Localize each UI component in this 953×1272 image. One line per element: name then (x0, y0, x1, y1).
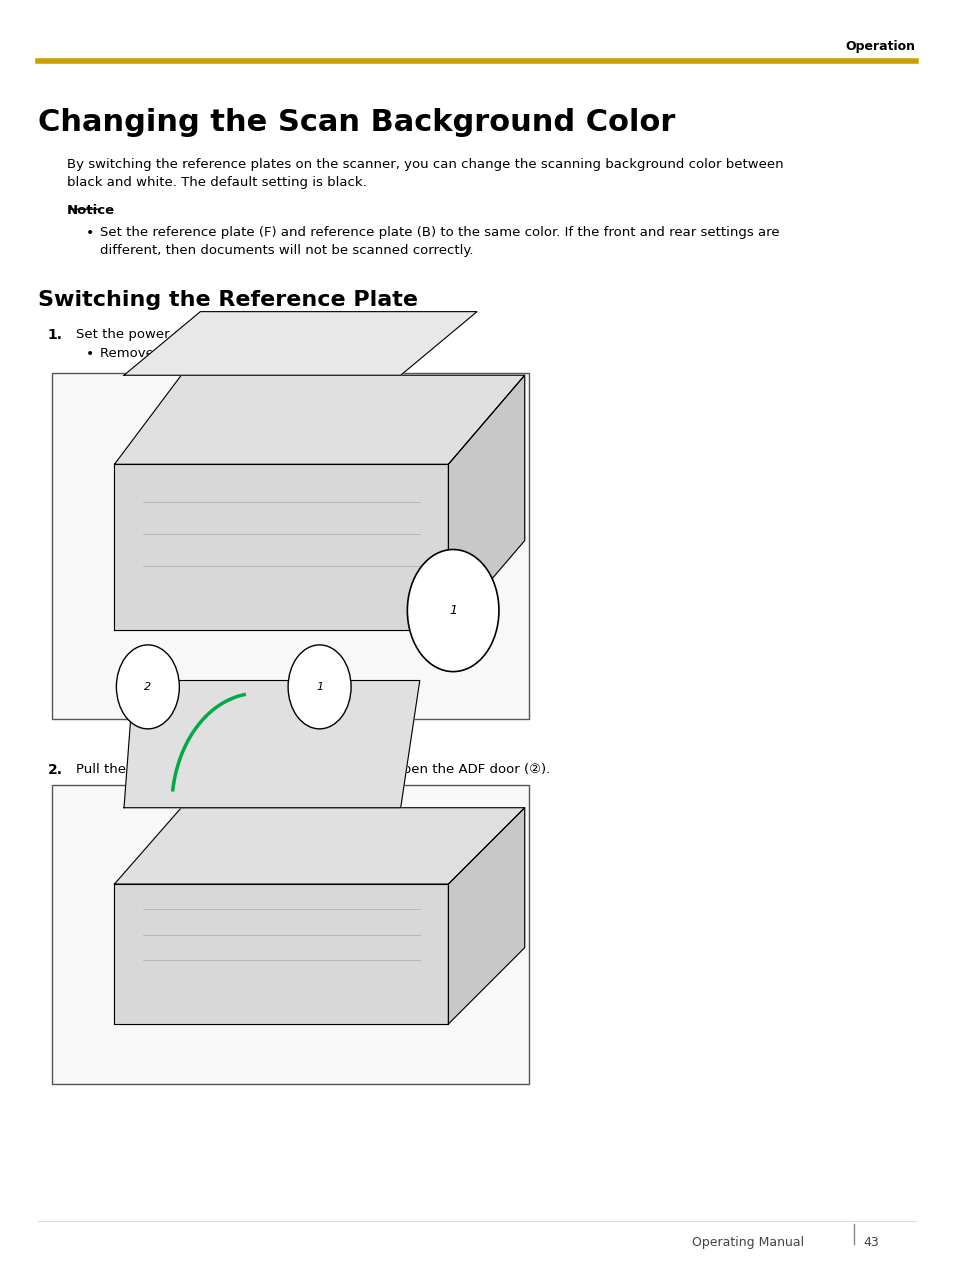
Polygon shape (114, 464, 448, 630)
Polygon shape (448, 808, 524, 1024)
Text: Pull the ADF door release (①) towards you, and open the ADF door (②).: Pull the ADF door release (①) towards yo… (76, 763, 550, 776)
Text: 2.: 2. (48, 763, 63, 777)
Text: 2: 2 (144, 682, 152, 692)
Circle shape (288, 645, 351, 729)
Text: Operating Manual: Operating Manual (691, 1236, 803, 1249)
Text: Changing the Scan Background Color: Changing the Scan Background Color (38, 108, 675, 137)
Polygon shape (448, 375, 524, 630)
FancyBboxPatch shape (52, 785, 529, 1084)
FancyBboxPatch shape (52, 373, 529, 719)
Text: Notice: Notice (67, 204, 114, 216)
Text: 43: 43 (862, 1236, 879, 1249)
Text: By switching the reference plates on the scanner, you can change the scanning ba: By switching the reference plates on the… (67, 158, 782, 188)
Text: Set the power switch (①) of the scanner to "○" (OFF).: Set the power switch (①) of the scanner … (76, 328, 433, 341)
Polygon shape (114, 884, 448, 1024)
Text: •: • (86, 347, 94, 361)
Text: Set the reference plate (F) and reference plate (B) to the same color. If the fr: Set the reference plate (F) and referenc… (100, 226, 779, 257)
Text: •: • (86, 226, 94, 240)
Circle shape (116, 645, 179, 729)
Polygon shape (124, 312, 476, 375)
Text: 1: 1 (315, 682, 323, 692)
Text: 1: 1 (449, 604, 456, 617)
Circle shape (407, 550, 498, 672)
Text: Operation: Operation (845, 41, 915, 53)
Polygon shape (114, 808, 524, 884)
Text: Switching the Reference Plate: Switching the Reference Plate (38, 290, 417, 310)
Text: 1.: 1. (48, 328, 63, 342)
Polygon shape (114, 375, 524, 464)
Polygon shape (124, 681, 419, 808)
Text: Remove any documents from the hopper.: Remove any documents from the hopper. (100, 347, 376, 360)
